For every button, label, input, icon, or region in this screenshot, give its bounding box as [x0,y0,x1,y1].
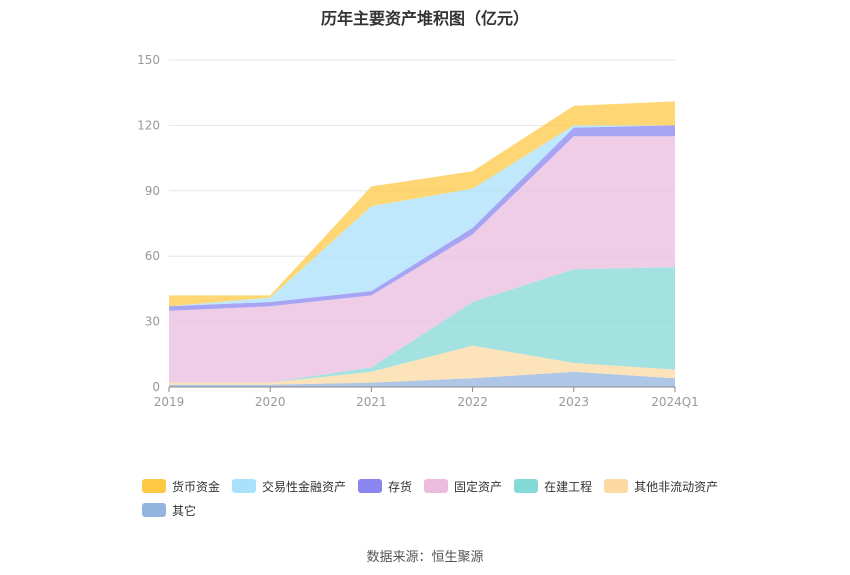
y-tick-label: 90 [145,184,160,198]
legend-swatch [514,479,539,493]
area-series [169,371,675,387]
legend-swatch [232,479,257,493]
y-tick-label: 150 [137,53,160,67]
legend-item[interactable]: 其他非流动资产 [604,478,718,495]
legend-label: 交易性金融资产 [262,479,347,494]
legend-swatch [142,503,166,517]
legend: 货币资金 交易性金融资产 存货 固定资产 在建工程 其他非流动资产 其它 [142,474,742,522]
x-tick-label: 2019 [154,395,185,409]
y-tick-label: 60 [145,249,160,263]
y-tick-label: 30 [145,315,160,329]
legend-item[interactable]: 固定资产 [424,478,502,495]
x-tick-label: 2022 [457,395,488,409]
legend-row: 货币资金 交易性金融资产 存货 固定资产 在建工程 其他非流动资产 [142,474,742,498]
x-tick-label: 2024Q1 [651,395,699,409]
legend-item[interactable]: 存货 [358,478,412,495]
legend-item[interactable]: 其它 [142,502,196,519]
legend-swatch [142,479,166,493]
chart-title: 历年主要资产堆积图（亿元） [320,9,529,28]
legend-swatch [358,479,383,493]
area-series [169,345,675,385]
legend-label: 其它 [172,503,197,518]
legend-label: 货币资金 [172,479,221,494]
legend-row: 其它 [142,498,742,522]
legend-item[interactable]: 交易性金融资产 [232,478,346,495]
legend-label: 固定资产 [454,479,503,494]
area-series [169,136,675,383]
legend-item[interactable]: 货币资金 [142,478,220,495]
area-series [169,101,675,307]
y-tick-label: 120 [137,118,160,132]
area-series [169,267,675,383]
legend-swatch [604,479,629,493]
x-tick-label: 2021 [356,395,387,409]
x-tick-label: 2023 [559,395,590,409]
legend-label: 在建工程 [544,479,593,494]
data-source-note: 数据来源：恒生聚源 [366,550,484,565]
y-tick-label: 0 [152,380,160,394]
legend-swatch [424,479,449,493]
legend-label: 其他非流动资产 [634,479,719,494]
x-tick-label: 2020 [255,395,286,409]
area-series [169,125,675,307]
legend-item[interactable]: 在建工程 [514,478,592,495]
legend-label: 存货 [388,479,413,494]
